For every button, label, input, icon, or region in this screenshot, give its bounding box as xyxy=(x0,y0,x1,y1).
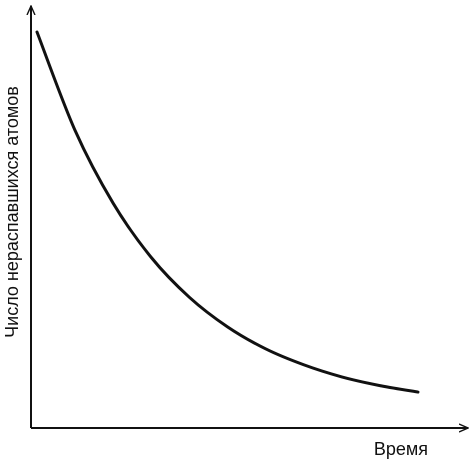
decay-curve-line xyxy=(35,30,420,394)
series-layer xyxy=(35,30,420,394)
x-axis-label: Время xyxy=(374,439,428,459)
y-axis-label: Число нераспавшихся атомов xyxy=(2,86,22,338)
